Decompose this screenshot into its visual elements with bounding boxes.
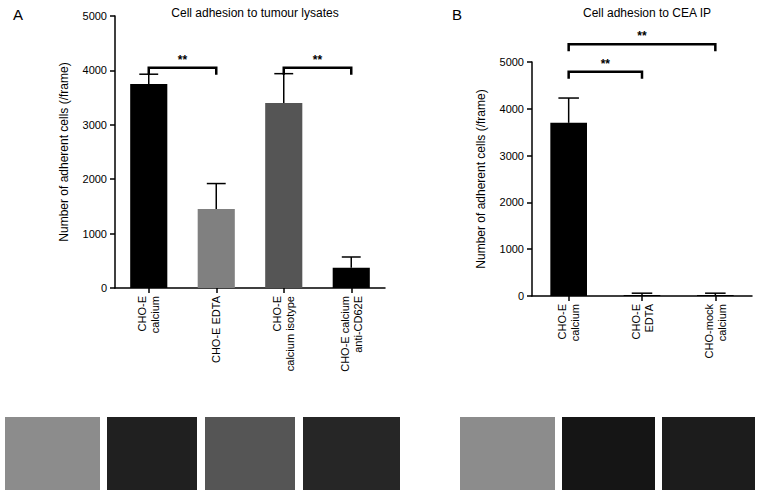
svg-text:CHO-mock: CHO-mock [703, 304, 715, 359]
svg-text:CHO-E calcium: CHO-E calcium [339, 296, 351, 372]
svg-text:A: A [13, 6, 23, 23]
svg-text:**: ** [601, 57, 611, 71]
svg-text:calcium isotype: calcium isotype [284, 296, 296, 371]
svg-text:Number of adherent cells (/fra: Number of adherent cells (/frame) [474, 89, 488, 268]
svg-text:CHO-E EDTA: CHO-E EDTA [210, 295, 222, 363]
svg-text:3000: 3000 [83, 119, 107, 131]
svg-text:**: ** [637, 29, 647, 43]
svg-text:CHO-E: CHO-E [271, 296, 283, 331]
svg-text:0: 0 [518, 290, 524, 302]
svg-text:3000: 3000 [500, 150, 524, 162]
svg-text:1000: 1000 [83, 228, 107, 240]
svg-text:Cell adhesion to tumour lysate: Cell adhesion to tumour lysates [171, 6, 338, 20]
svg-text:**: ** [313, 53, 323, 67]
svg-text:4000: 4000 [500, 103, 524, 115]
svg-text:0: 0 [101, 282, 107, 294]
svg-text:anti-CD62E: anti-CD62E [352, 296, 364, 353]
svg-text:EDTA: EDTA [643, 303, 655, 332]
svg-text:CHO-E: CHO-E [136, 296, 148, 331]
svg-text:5000: 5000 [500, 56, 524, 68]
svg-text:2000: 2000 [500, 196, 524, 208]
svg-text:**: ** [178, 53, 188, 67]
svg-text:5000: 5000 [83, 10, 107, 22]
svg-text:calcium: calcium [716, 304, 728, 341]
svg-text:CHO-E: CHO-E [556, 304, 568, 339]
svg-text:B: B [452, 6, 462, 23]
svg-text:1000: 1000 [500, 243, 524, 255]
svg-text:Number of adherent cells (/fra: Number of adherent cells (/frame) [57, 62, 71, 241]
svg-text:calcium: calcium [149, 296, 161, 333]
svg-text:4000: 4000 [83, 64, 107, 76]
svg-text:calcium: calcium [569, 304, 581, 341]
svg-text:Cell adhesion to CEA IP: Cell adhesion to CEA IP [583, 6, 711, 20]
svg-text:2000: 2000 [83, 173, 107, 185]
svg-text:CHO-E: CHO-E [630, 304, 642, 339]
